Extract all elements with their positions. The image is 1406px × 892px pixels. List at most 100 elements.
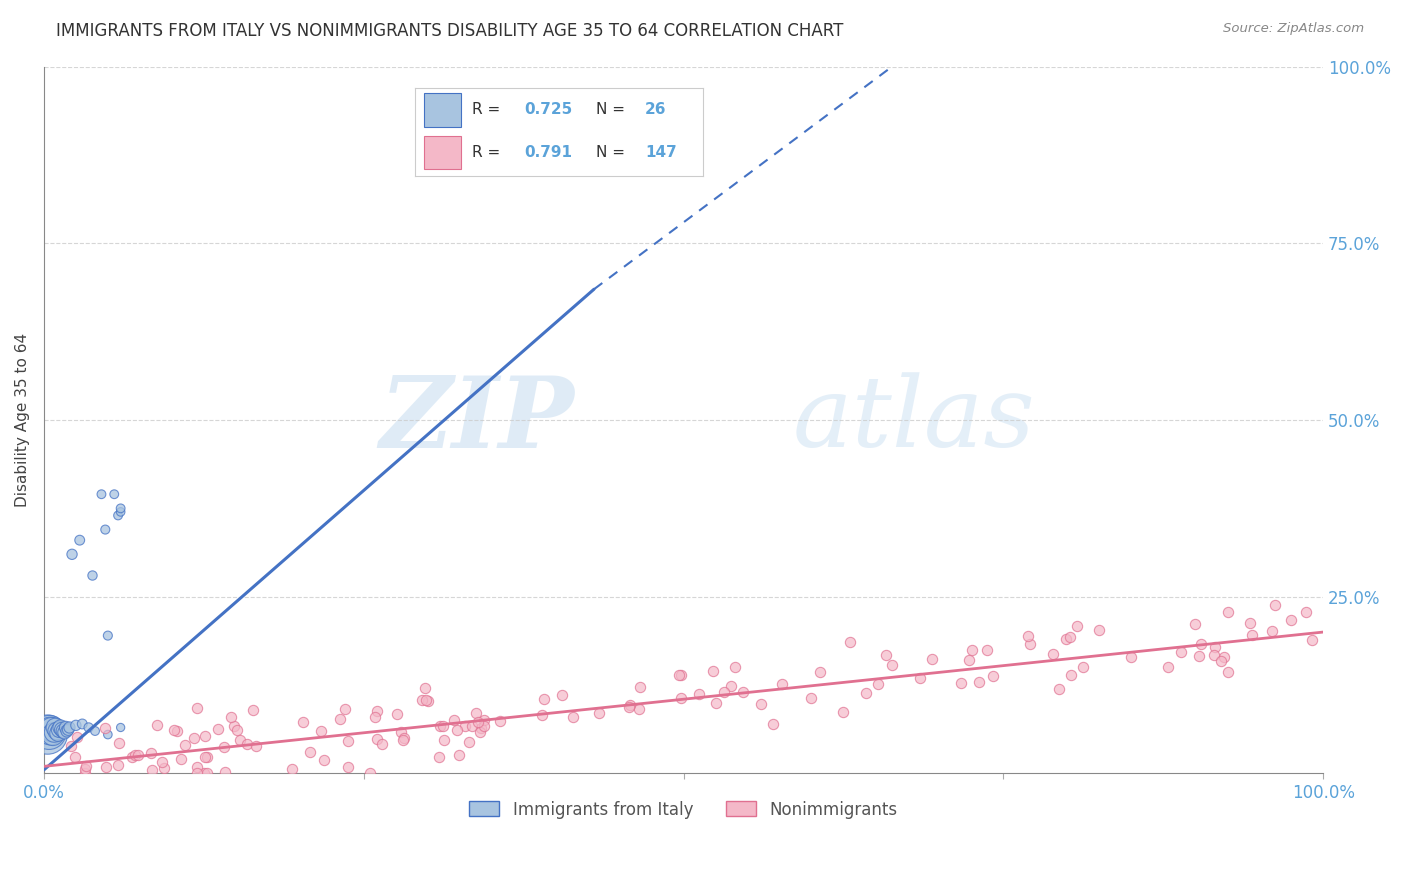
Point [150, 756, 173, 770]
Point [416, 694, 439, 708]
Point [731, 685, 754, 699]
Point [875, 648, 897, 662]
Point [1202, 648, 1225, 662]
Point [42, 727, 65, 741]
Point [551, 688, 574, 702]
Point [366, 704, 388, 718]
Point [628, 702, 651, 716]
Point [65, 718, 87, 732]
Point [531, 707, 554, 722]
Point [1204, 640, 1226, 654]
Point [53, 725, 76, 739]
Point [472, 718, 495, 732]
Text: Source: ZipAtlas.com: Source: ZipAtlas.com [1223, 22, 1364, 36]
Point [533, 692, 555, 706]
Point [77, 721, 100, 735]
Point [868, 677, 890, 691]
Point [749, 698, 772, 712]
Point [1071, 660, 1094, 674]
Point [762, 716, 785, 731]
Point [1184, 617, 1206, 632]
Point [44, 721, 66, 735]
Point [617, 700, 640, 714]
Point [51, 723, 73, 737]
Point [1301, 632, 1323, 647]
Point [808, 665, 831, 679]
Point [193, 765, 215, 780]
Point [1018, 637, 1040, 651]
Point [163, 723, 186, 738]
Point [170, 751, 193, 765]
Point [226, 723, 249, 738]
Point [46, 726, 69, 740]
Point [152, 761, 174, 775]
Point [981, 668, 1004, 682]
Point [470, 724, 492, 739]
Point [49, 721, 72, 735]
Text: atlas: atlas [792, 372, 1035, 467]
Point [1264, 598, 1286, 612]
Point [121, 750, 143, 764]
Point [432, 719, 454, 733]
Point [1239, 615, 1261, 630]
Point [1188, 648, 1211, 663]
Point [669, 668, 692, 682]
Point [976, 643, 998, 657]
Point [97, 629, 120, 643]
Point [110, 721, 132, 735]
Point [723, 660, 745, 674]
Point [56, 724, 79, 739]
Point [55, 721, 77, 735]
Point [75, 759, 97, 773]
Point [39, 724, 62, 739]
Point [1060, 667, 1083, 681]
Point [800, 691, 823, 706]
Point [1212, 649, 1234, 664]
Point [242, 703, 264, 717]
Point [194, 749, 217, 764]
Point [186, 760, 208, 774]
Point [669, 690, 692, 705]
Point [207, 722, 229, 736]
Point [127, 747, 149, 762]
Point [720, 679, 742, 693]
Point [1066, 619, 1088, 633]
Point [309, 724, 332, 739]
Point [908, 671, 931, 685]
Point [41, 723, 63, 737]
Point [467, 714, 489, 729]
Point [63, 750, 86, 764]
Point [108, 736, 131, 750]
Point [59, 739, 82, 753]
Point [413, 681, 436, 696]
Point [186, 700, 208, 714]
Point [359, 765, 381, 780]
Point [387, 706, 409, 721]
Point [457, 735, 479, 749]
Point [139, 747, 162, 761]
Text: ZIP: ZIP [380, 372, 575, 468]
Point [107, 508, 129, 523]
Point [183, 731, 205, 745]
Point [107, 758, 129, 772]
Point [770, 677, 793, 691]
Point [465, 706, 488, 720]
Point [1017, 629, 1039, 643]
Point [82, 568, 104, 582]
Point [443, 713, 465, 727]
Point [366, 731, 388, 746]
Point [186, 765, 208, 780]
Point [950, 676, 973, 690]
Point [704, 696, 727, 710]
Point [415, 692, 437, 706]
Point [957, 653, 980, 667]
Point [42, 725, 65, 739]
Point [1054, 632, 1077, 646]
Point [90, 487, 112, 501]
Point [392, 731, 415, 745]
Point [855, 686, 877, 700]
Point [713, 685, 735, 699]
Point [194, 729, 217, 743]
Point [1042, 647, 1064, 661]
Point [967, 674, 990, 689]
